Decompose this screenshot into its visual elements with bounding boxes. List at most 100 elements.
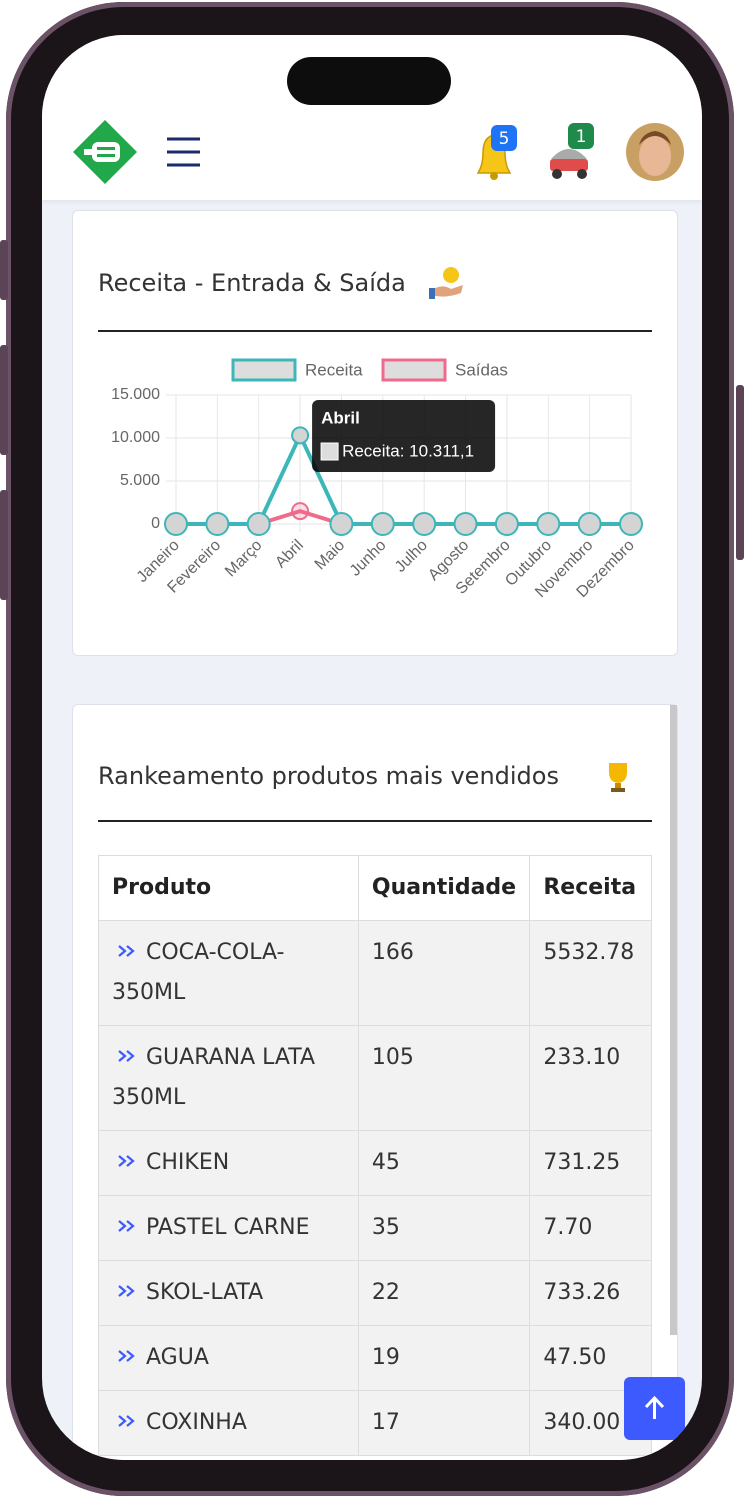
product-name: COXINHA (146, 1410, 247, 1435)
data-point (412, 512, 437, 536)
table-cell: SKOL-LATA (98, 1260, 359, 1326)
table-cell: 35 (357, 1195, 531, 1261)
side-button (0, 345, 8, 455)
table-cell: 731.25 (529, 1130, 652, 1196)
table-cell: 166 (357, 920, 531, 1026)
column-header: Quantidade (357, 855, 531, 921)
product-name: PASTEL CARNE (146, 1215, 310, 1240)
table-cell: COXINHA (98, 1390, 359, 1456)
cell-value: 45 (371, 1150, 400, 1175)
data-point (370, 512, 395, 536)
product-name: CHIKEN (146, 1150, 230, 1175)
cell-value: 5532.78 (543, 940, 635, 965)
notification-bell[interactable]: 5 (476, 125, 517, 180)
table-cell: 47.50 (529, 1325, 652, 1391)
data-point (536, 512, 561, 536)
table-row: AGUA 19 47.50 (98, 1325, 652, 1391)
table-cell: 45 (357, 1130, 531, 1196)
table-cell: 7.70 (529, 1195, 652, 1261)
table-row: PASTEL CARNE 35 7.70 (98, 1195, 652, 1261)
ranking-table: Produto Quantidade Receita COCA-COLA-350ML 1… (98, 855, 652, 1456)
cell-value: 233.10 (543, 1045, 621, 1070)
chevron-icon (118, 1415, 135, 1427)
table-row: CHIKEN 45 731.25 (98, 1130, 652, 1196)
arrow-up-icon (644, 1395, 665, 1419)
x-tick-label: Abril (272, 537, 307, 572)
chevron-icon (118, 1350, 135, 1362)
cart[interactable]: 1 (550, 123, 594, 179)
header-row: Produto Quantidade Receita (98, 855, 652, 921)
column-header: Receita (529, 855, 652, 921)
table-cell: GUARANA LATA 350ML (98, 1025, 359, 1131)
ranking-card: Rankeamento produtos mais vendidos Produ… (72, 704, 678, 1460)
data-point (205, 512, 230, 536)
table-cell: 105 (357, 1025, 531, 1131)
cell-value: 731.25 (543, 1150, 621, 1175)
cell-value: 340.00 (543, 1410, 621, 1435)
product-name: COCA-COLA-350ML (112, 940, 285, 1005)
dynamic-island (287, 57, 451, 105)
y-tick-label: 0 (151, 515, 160, 532)
y-tick-label: 5.000 (120, 472, 160, 489)
tooltip-box (312, 400, 496, 472)
chart-title: Receita - Entrada & Saída (98, 269, 406, 297)
table-title: Rankeamento produtos mais vendidos (98, 762, 559, 790)
table-cell: 17 (357, 1390, 531, 1456)
data-point (329, 512, 354, 536)
table-cell: CHIKEN (98, 1130, 359, 1196)
table-cell: PASTEL CARNE (98, 1195, 359, 1261)
x-tick-label: Julho (392, 537, 431, 576)
column-header: Produto (98, 855, 359, 921)
title-rule (98, 330, 652, 332)
scrollbar (670, 705, 677, 1335)
x-tick-label: Maio (312, 537, 349, 574)
table-row: SKOL-LATA 22 733.26 (98, 1260, 652, 1326)
chevron-icon (118, 945, 135, 957)
table-cell: 22 (357, 1260, 531, 1326)
trophy-icon (609, 763, 627, 792)
tooltip-swatch (320, 442, 339, 461)
top-bar-icons: 5 1 (73, 120, 684, 184)
product-name: AGUA (146, 1345, 209, 1370)
tooltip-text: Receita: 10.311,1 (342, 441, 474, 460)
table-row: COXINHA 17 340.00 (98, 1390, 652, 1456)
cell-value: 7.70 (543, 1215, 593, 1240)
cell-value: 17 (371, 1410, 400, 1435)
x-tick-label: Março (222, 537, 266, 581)
data-point (577, 512, 602, 536)
logo[interactable] (73, 120, 137, 184)
data-point (291, 502, 310, 521)
legend-label: Receita (305, 360, 363, 379)
table-cell: AGUA (98, 1325, 359, 1391)
cell-value: 166 (371, 940, 414, 965)
notification-badge: 5 (499, 129, 510, 149)
menu-toggle[interactable] (167, 137, 200, 167)
scroll-top-button[interactable] (624, 1377, 685, 1440)
chevron-icon (118, 1285, 135, 1297)
y-tick-label: 15.000 (111, 386, 160, 403)
table-cell: 19 (357, 1325, 531, 1391)
revenue-card: Receita - Entrada & Saída 0 5.000 10.000 15… (72, 210, 678, 656)
product-name: SKOL-LATA (146, 1280, 264, 1305)
table-row: GUARANA LATA 350ML 105 233.10 (98, 1025, 652, 1131)
cell-value: 105 (371, 1045, 414, 1070)
chevron-icon (118, 1050, 135, 1062)
cell-value: 19 (371, 1345, 400, 1370)
x-tick-label: Junho (347, 537, 390, 580)
data-point (619, 512, 643, 536)
title-rule (98, 820, 652, 822)
product-name: GUARANA LATA 350ML (112, 1045, 316, 1110)
money-icon (429, 267, 463, 299)
data-point (246, 512, 271, 536)
chevron-icon (118, 1155, 135, 1167)
table-cell: 5532.78 (529, 920, 652, 1026)
data-point (164, 512, 188, 536)
cell-value: 35 (371, 1215, 400, 1240)
screen: 5 1 Receita - Entrada & Saída 0 5.000 10.0… (42, 35, 702, 1460)
side-button (0, 490, 8, 600)
legend-label: Saídas (455, 360, 508, 379)
table-cell: 233.10 (529, 1025, 652, 1131)
avatar[interactable] (626, 123, 684, 181)
